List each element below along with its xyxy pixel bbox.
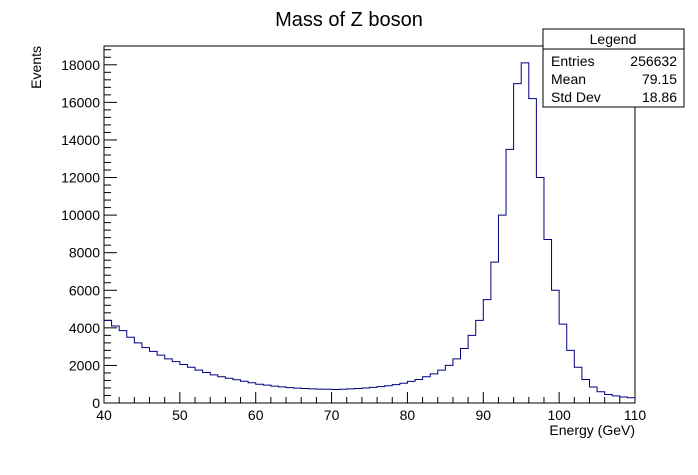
chart-title: Mass of Z boson [275, 9, 423, 31]
x-tick-label: 50 [172, 407, 188, 423]
y-tick-label: 10000 [61, 207, 100, 223]
legend-box [542, 28, 685, 108]
y-tick-label: 2000 [69, 357, 100, 373]
x-tick-label: 40 [96, 407, 112, 423]
legend-stddev-label: Std Dev [551, 89, 601, 105]
y-tick-label: 6000 [69, 282, 100, 298]
plot-frame [103, 45, 636, 404]
histogram-line [104, 62, 635, 399]
legend-title: Legend [590, 31, 637, 47]
x-tick-label: 110 [624, 407, 647, 423]
y-tick-label: 12000 [61, 170, 100, 186]
x-tick-label: 70 [324, 407, 340, 423]
y-tick-label: 0 [92, 395, 100, 411]
legend-entries-value: 256632 [630, 53, 677, 69]
legend-mean-value: 79.15 [642, 71, 677, 87]
x-tick-label: 60 [248, 407, 264, 423]
x-axis: 40 50 60 70 80 90 100 110 [96, 392, 646, 423]
y-tick-label: 8000 [69, 245, 100, 261]
legend-mean-label: Mean [551, 71, 586, 87]
x-axis-label: Energy (GeV) [549, 422, 635, 438]
x-tick-label: 100 [547, 407, 571, 423]
legend-entries-label: Entries [551, 53, 595, 69]
y-tick-label: 4000 [69, 320, 100, 336]
y-tick-label: 18000 [61, 57, 100, 73]
x-tick-label: 90 [475, 407, 491, 423]
y-tick-label: 14000 [61, 132, 100, 148]
y-tick-label: 16000 [61, 94, 100, 110]
stats-legend: Legend Entries 256632 Mean 79.15 Std Dev… [542, 28, 685, 108]
y-axis-label: Events [28, 46, 44, 89]
legend-stddev-value: 18.86 [642, 89, 677, 105]
y-axis: 0 2000 4000 6000 8000 10000 12000 14000 16000 180… [61, 49, 117, 411]
x-tick-label: 80 [400, 407, 416, 423]
